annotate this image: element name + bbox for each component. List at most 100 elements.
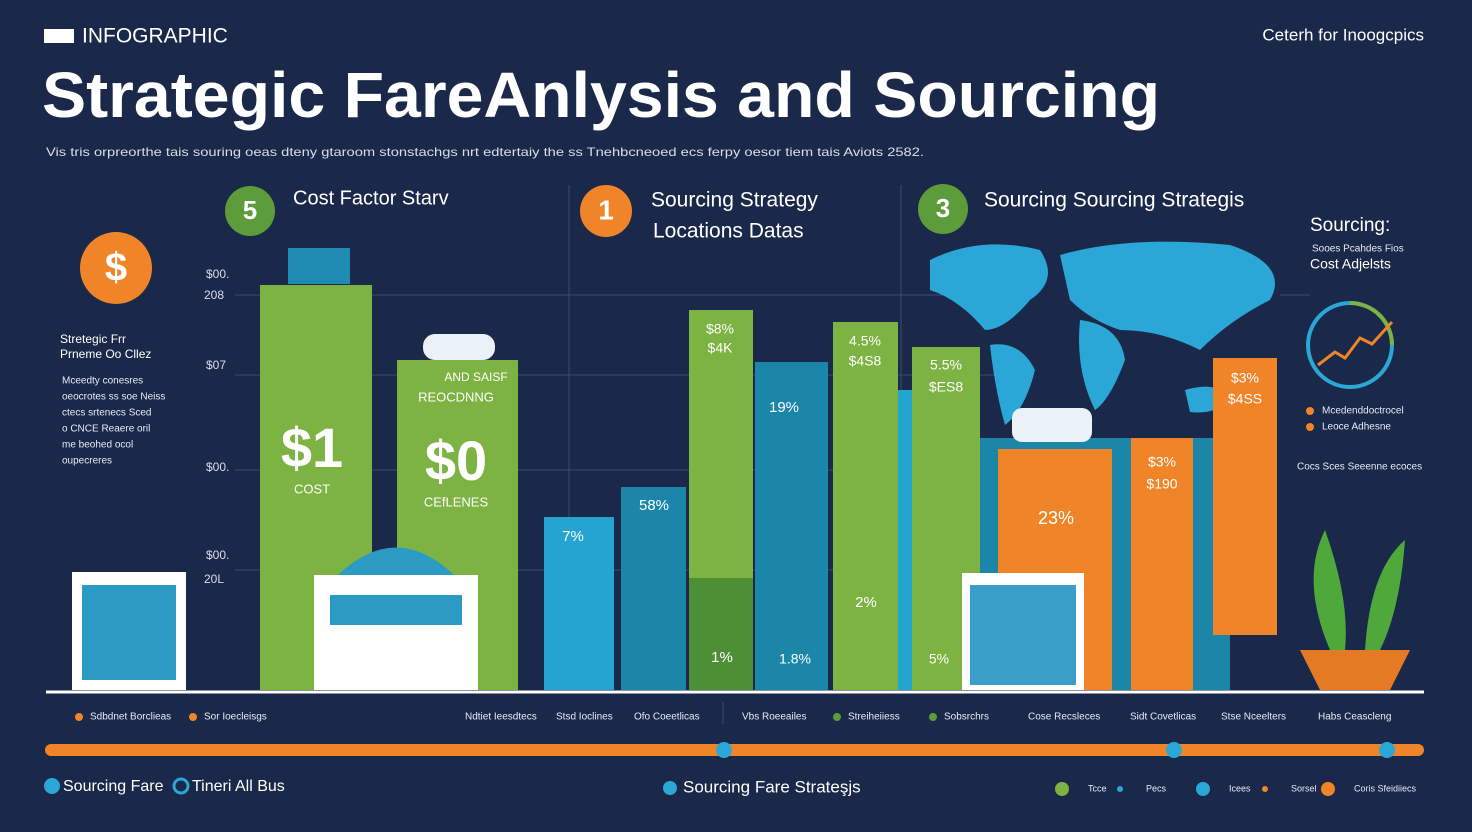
panel-line: oupecreres bbox=[62, 456, 112, 467]
bar-label: AND SAISF bbox=[444, 370, 507, 384]
map-continent bbox=[930, 244, 1048, 330]
axis-label: 208 bbox=[204, 288, 224, 302]
map-continent bbox=[990, 344, 1035, 425]
timeline-dot bbox=[1166, 742, 1182, 758]
legend-dot bbox=[1306, 407, 1314, 415]
legend-label: Vbs Roeeailes bbox=[742, 712, 806, 723]
legend-dot bbox=[44, 778, 60, 794]
badge bbox=[580, 185, 632, 237]
header-right: Ceterh for Inoogcpics bbox=[1262, 25, 1424, 44]
section-title: Sourcing Sourcing Strategis bbox=[984, 189, 1244, 212]
vehicle bbox=[423, 334, 495, 360]
legend-label: Stsd Ioclines bbox=[556, 712, 613, 723]
bar-label: CEfLENES bbox=[424, 494, 489, 509]
legend-label: Pecs bbox=[1146, 783, 1167, 793]
factory bbox=[288, 248, 350, 284]
legend-label: Sidt Covetlicas bbox=[1130, 712, 1196, 723]
vehicle bbox=[1012, 408, 1092, 442]
building bbox=[314, 575, 478, 690]
bar-segment bbox=[689, 578, 753, 690]
plant-leaf bbox=[1365, 540, 1405, 650]
bar-label: $ES8 bbox=[929, 379, 963, 395]
legend-label: Habs Ceascleng bbox=[1318, 712, 1391, 723]
subtitle: Vis tris orpreorthe tais souring oeas dt… bbox=[46, 145, 924, 159]
panel-line: ctecs srtenecs Sced bbox=[62, 408, 151, 419]
legend-label: Stse Nceelters bbox=[1221, 712, 1286, 723]
legend-dot bbox=[929, 713, 937, 721]
bar-label: 4.5% bbox=[849, 333, 881, 349]
bar bbox=[833, 322, 898, 690]
bar-label: 5% bbox=[929, 651, 949, 667]
bar-label: COST bbox=[294, 481, 330, 496]
brand: INFOGRAPHIC bbox=[82, 25, 228, 48]
timeline-dot bbox=[1379, 742, 1395, 758]
building-windows bbox=[82, 585, 176, 680]
footer-text: Sourcing Fare Strateşjs bbox=[683, 777, 861, 796]
dollar-sign: $ bbox=[105, 246, 127, 290]
bar-label: $3% bbox=[1148, 454, 1176, 470]
bar bbox=[621, 487, 686, 690]
bar-label: $0 bbox=[425, 429, 487, 492]
building-windows bbox=[970, 585, 1076, 685]
badge-number: 3 bbox=[936, 193, 950, 223]
legend-label: Sobsrchrs bbox=[944, 712, 989, 723]
legend-dot bbox=[663, 781, 677, 795]
panel-line: Mceedty conesres bbox=[62, 376, 143, 387]
legend-label: Ndtiet Ieesdtecs bbox=[465, 712, 537, 723]
bar-label: $1 bbox=[281, 416, 343, 479]
legend-label: Sdbdnet Borclieas bbox=[90, 712, 171, 723]
axis-label: $00. bbox=[206, 548, 229, 562]
bar-label: 19% bbox=[769, 399, 799, 416]
bar-label: 2% bbox=[855, 594, 877, 611]
plant-leaf bbox=[1313, 530, 1346, 650]
badge-number: 5 bbox=[243, 195, 257, 225]
axis-label: $00. bbox=[206, 460, 229, 474]
panel-line: oeocrotes ss soe Neiss bbox=[62, 392, 165, 403]
bar-label: $8% bbox=[706, 321, 734, 337]
bar-label: 7% bbox=[562, 528, 584, 545]
panel-heading: Stretegic Frr bbox=[60, 332, 126, 346]
legend-label: Ofo Coeetlicas bbox=[634, 712, 700, 723]
bar-label: $3% bbox=[1231, 370, 1259, 386]
panel-title: Cost Adjelsts bbox=[1310, 256, 1391, 272]
bar-label: 5.5% bbox=[930, 357, 962, 373]
decor bbox=[72, 248, 1410, 690]
legend-dot bbox=[172, 777, 190, 795]
panel-line: o CNCE Reaere oril bbox=[62, 424, 150, 435]
bar bbox=[898, 390, 912, 690]
legend-dot bbox=[1321, 782, 1335, 796]
bar bbox=[1131, 438, 1193, 690]
section-subtitle: Locations Datas bbox=[653, 220, 804, 243]
section-title: Sourcing Strategy bbox=[651, 189, 818, 212]
trend-line bbox=[1317, 320, 1394, 367]
footer-text: Tineri All Bus bbox=[192, 778, 285, 795]
section-title: Cost Factor Starv bbox=[293, 187, 449, 209]
legend-label: Mcedenddoctrocel bbox=[1322, 406, 1404, 417]
legend-label: Streiheiiess bbox=[848, 712, 900, 723]
panel-heading: Sourcing: bbox=[1310, 215, 1390, 236]
axis-label: 20L bbox=[204, 572, 224, 586]
main-title: Strategic FareAnlysis and Sourcing bbox=[42, 59, 1160, 131]
panel-line: me beohed ocol bbox=[62, 440, 133, 451]
legend-dot bbox=[1055, 782, 1069, 796]
badge bbox=[225, 186, 275, 236]
dollar-icon bbox=[80, 232, 152, 304]
legend-dot bbox=[1117, 786, 1123, 792]
bar bbox=[544, 517, 614, 690]
bar-label: 1.8% bbox=[779, 651, 811, 667]
bar bbox=[1213, 358, 1277, 635]
legend-label: Tcce bbox=[1088, 783, 1107, 793]
panel-heading: Prneme Oo Cllez bbox=[60, 347, 151, 361]
map-continent bbox=[1060, 241, 1275, 350]
legend-label: Icees bbox=[1229, 783, 1251, 793]
legend-label: Leoce Adhesne bbox=[1322, 422, 1391, 433]
bar-label: 58% bbox=[639, 497, 669, 514]
world-map bbox=[930, 241, 1275, 425]
chart-ring-arc bbox=[1349, 301, 1394, 346]
legend-dot bbox=[1262, 786, 1268, 792]
legend-label: Coris Sfeidiiecs bbox=[1354, 783, 1417, 793]
timeline-dot bbox=[716, 742, 732, 758]
bar-label: $4K bbox=[708, 340, 734, 356]
bar-label: 23% bbox=[1038, 508, 1074, 528]
